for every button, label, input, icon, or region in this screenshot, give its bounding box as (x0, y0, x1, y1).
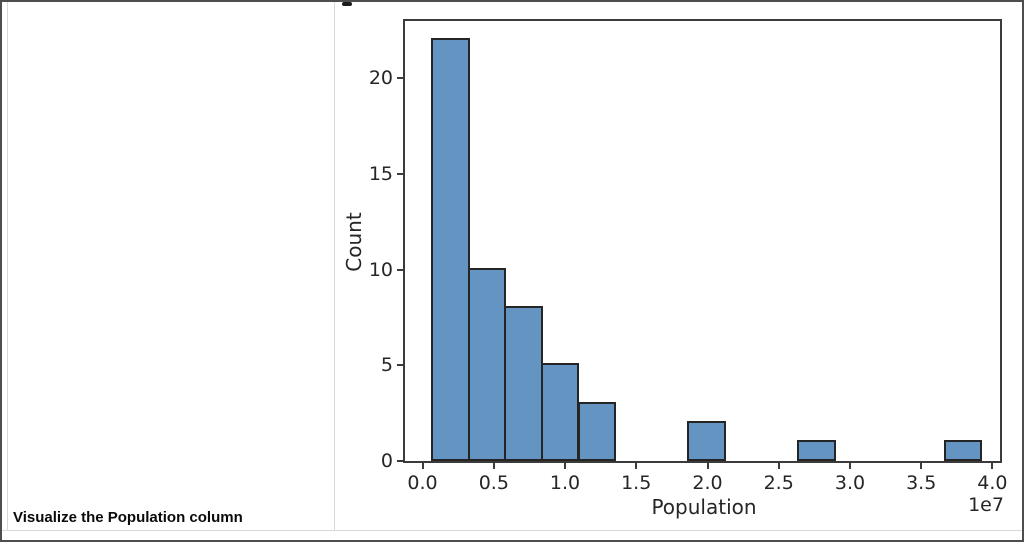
x-tick-mark (635, 463, 638, 469)
x-tick-label: 4.0 (977, 472, 1008, 494)
histogram-bar (540, 363, 580, 461)
y-tick-label: 0 (380, 450, 393, 472)
y-tick-label: 15 (368, 163, 393, 185)
x-axis-offset-label: 1e7 (968, 494, 1004, 516)
x-tick-mark (849, 463, 851, 469)
x-tick-label: 1.0 (549, 472, 581, 494)
prompt-text: Visualize the Population column (13, 509, 243, 526)
x-tick-label: 2.0 (692, 472, 723, 494)
plot-area: 0.0 0.5 1.0 1.5 2.0 2.5 3.0 3.5 4.0 0 5 10 15 20 (369, 19, 1008, 494)
y-tick-mark (397, 268, 403, 271)
histogram-bar (797, 439, 836, 461)
y-tick-label: 10 (368, 258, 393, 281)
x-axis-label: Population (651, 495, 757, 519)
histogram-bar (943, 439, 983, 461)
x-tick-label: 0.0 (407, 472, 438, 494)
column-divider (334, 2, 335, 530)
y-axis-label: Count (342, 212, 366, 272)
x-tick-mark (421, 463, 424, 469)
x-tick-mark (991, 463, 994, 469)
histogram-bar (687, 420, 726, 461)
top-caret-dot (342, 2, 352, 6)
y-tick-label: 20 (368, 67, 393, 90)
y-tick-mark (397, 460, 403, 462)
x-tick-mark (564, 463, 566, 469)
x-tick-label: 2.5 (763, 472, 794, 494)
x-tick-label: 1.5 (621, 472, 652, 494)
x-tick-label: 3.5 (906, 472, 937, 494)
x-tick-mark (920, 463, 923, 469)
y-tick-mark (397, 173, 403, 175)
histogram-bar (431, 38, 470, 461)
row-divider (2, 530, 1022, 531)
x-tick-label: 3.0 (834, 472, 866, 494)
x-tick-mark (706, 463, 709, 469)
histogram-bar (577, 401, 617, 461)
histogram-bar (467, 267, 507, 461)
y-tick-mark (397, 77, 403, 80)
left-gridline (7, 2, 8, 530)
x-tick-mark (492, 463, 495, 469)
x-tick-label: 0.5 (478, 472, 509, 494)
x-tick-mark (777, 463, 780, 469)
y-tick-label: 5 (380, 354, 393, 377)
histogram-bar (504, 306, 543, 461)
y-tick-mark (397, 364, 403, 367)
